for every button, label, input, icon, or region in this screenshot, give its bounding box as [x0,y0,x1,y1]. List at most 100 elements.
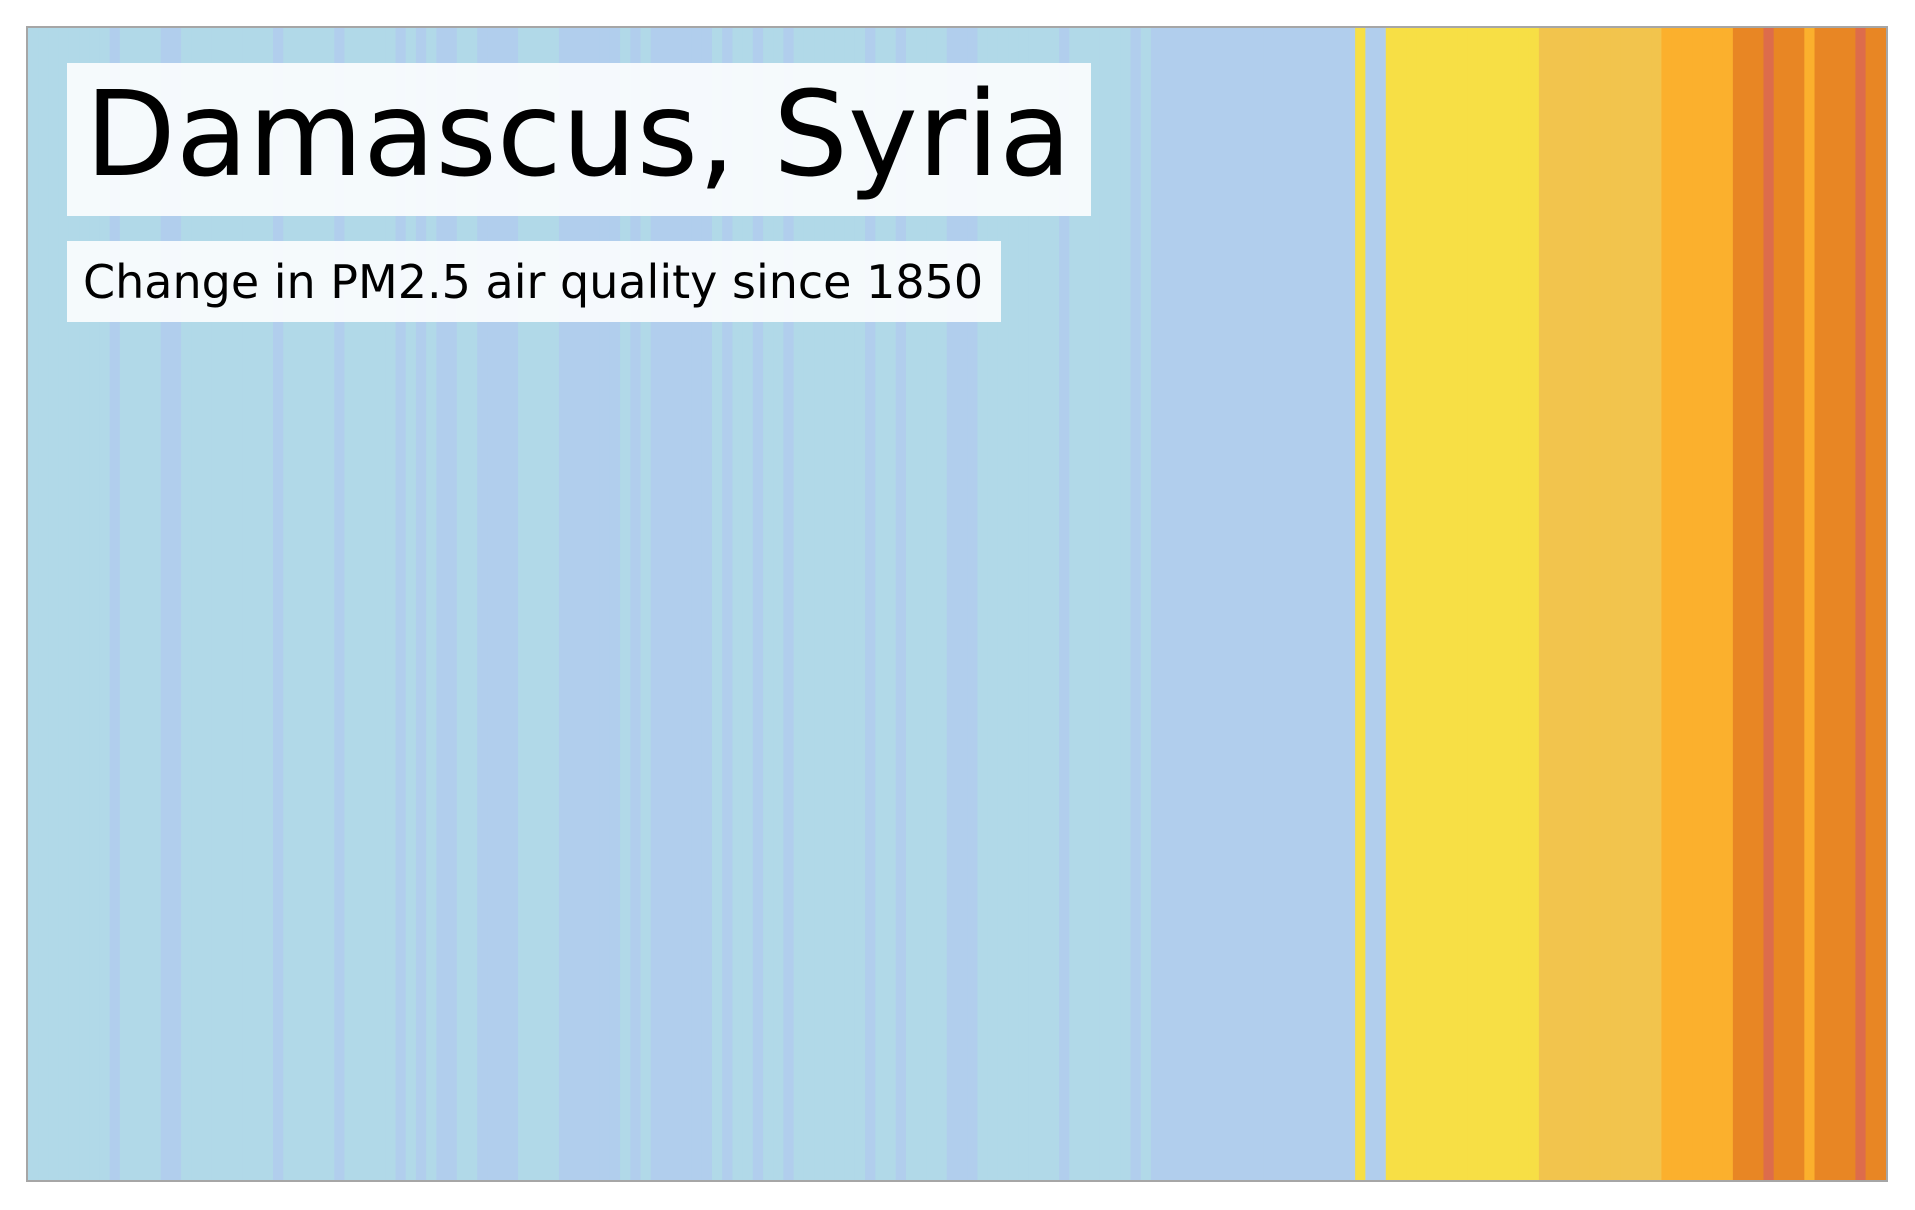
stripe-1857 [99,28,111,1180]
stripe-2009 [1651,28,1663,1180]
stripe-1963 [1181,28,1193,1180]
stripe-1930 [844,28,856,1180]
stripe-1862 [150,28,162,1180]
stripe-1851 [38,28,50,1180]
stripe-2002 [1579,28,1591,1180]
stripe-2005 [1610,28,1622,1180]
stripe-1892 [456,28,468,1180]
stripe-1970 [1253,28,1264,1180]
stripe-1850 [28,28,39,1180]
stripe-1885 [385,28,397,1180]
stripe-1991 [1467,28,1479,1180]
stripe-1971 [1263,28,1275,1180]
stripe-1903 [569,28,580,1180]
stripe-1922 [763,28,774,1180]
stripe-1882 [354,28,366,1180]
stripe-1992 [1477,28,1489,1180]
stripe-1937 [916,28,927,1180]
stripe-1908 [620,28,631,1180]
stripe-1909 [630,28,642,1180]
stripe-1910 [640,28,652,1180]
stripe-1947 [1018,28,1030,1180]
stripe-1871 [242,28,254,1180]
stripe-1973 [1283,28,1295,1180]
stripe-1995 [1508,28,1520,1180]
stripe-1860 [130,28,141,1180]
stripe-1852 [48,28,60,1180]
stripe-1927 [814,28,825,1180]
stripe-1967 [1222,28,1234,1180]
stripe-1900 [538,28,550,1180]
stripe-1965 [1202,28,1213,1180]
stripe-1884 [375,28,386,1180]
stripe-1942 [967,28,979,1180]
stripe-1928 [824,28,836,1180]
stripe-1916 [701,28,713,1180]
stripe-1993 [1487,28,1499,1180]
stripe-1864 [170,28,182,1180]
chart-title-box: Damascus, Syria [67,63,1092,216]
stripe-2016 [1722,28,1734,1180]
stripe-1912 [660,28,672,1180]
stripe-1977 [1324,28,1336,1180]
stripe-1905 [589,28,601,1180]
stripe-1894 [477,28,488,1180]
stripe-1972 [1273,28,1285,1180]
stripe-1998 [1538,28,1550,1180]
stripe-1997 [1528,28,1540,1180]
stripe-1897 [507,28,519,1180]
stripe-1907 [609,28,621,1180]
stripe-1866 [191,28,203,1180]
stripe-1898 [518,28,529,1180]
stripe-1940 [946,28,958,1180]
stripe-1934 [885,28,897,1180]
stripe-1876 [293,28,305,1180]
stripe-1913 [671,28,682,1180]
stripe-2012 [1681,28,1693,1180]
stripe-1883 [364,28,376,1180]
stripe-2022 [1783,28,1795,1180]
stripe-1994 [1498,28,1509,1180]
stripe-1980 [1355,28,1366,1180]
stripe-2007 [1630,28,1642,1180]
stripe-1858 [109,28,121,1180]
stripe-1874 [273,28,284,1180]
stripe-1990 [1457,28,1469,1180]
stripe-2029 [1855,28,1867,1180]
stripe-1878 [313,28,325,1180]
stripe-1976 [1314,28,1326,1180]
stripe-2030 [1865,28,1877,1180]
stripe-1867 [201,28,213,1180]
stripe-2000 [1559,28,1571,1180]
stripe-1988 [1436,28,1448,1180]
stripe-1895 [487,28,499,1180]
stripe-1896 [497,28,509,1180]
stripe-2008 [1640,28,1652,1180]
stripe-1943 [977,28,989,1180]
stripe-1986 [1416,28,1428,1180]
chart-subtitle: Change in PM2.5 air quality since 1850 [83,254,984,309]
stripe-1953 [1079,28,1091,1180]
stripe-1978 [1334,28,1346,1180]
stripe-1919 [732,28,744,1180]
stripe-1932 [865,28,876,1180]
stripe-1929 [834,28,846,1180]
stripe-2001 [1569,28,1581,1180]
stripe-1996 [1518,28,1530,1180]
stripe-1915 [691,28,703,1180]
stripe-1872 [252,28,264,1180]
stripe-1985 [1406,28,1417,1180]
stripe-1955 [1099,28,1111,1180]
stripe-1887 [405,28,417,1180]
stripe-1950 [1048,28,1060,1180]
stripe-1904 [579,28,591,1180]
stripe-2013 [1692,28,1703,1180]
stripe-1891 [446,28,458,1180]
stripe-1958 [1130,28,1142,1180]
stripe-1911 [650,28,662,1180]
stripe-1855 [79,28,90,1180]
stripe-1964 [1191,28,1203,1180]
stripes-plot-area [28,28,1886,1180]
stripe-2015 [1712,28,1724,1180]
stripe-1890 [436,28,448,1180]
